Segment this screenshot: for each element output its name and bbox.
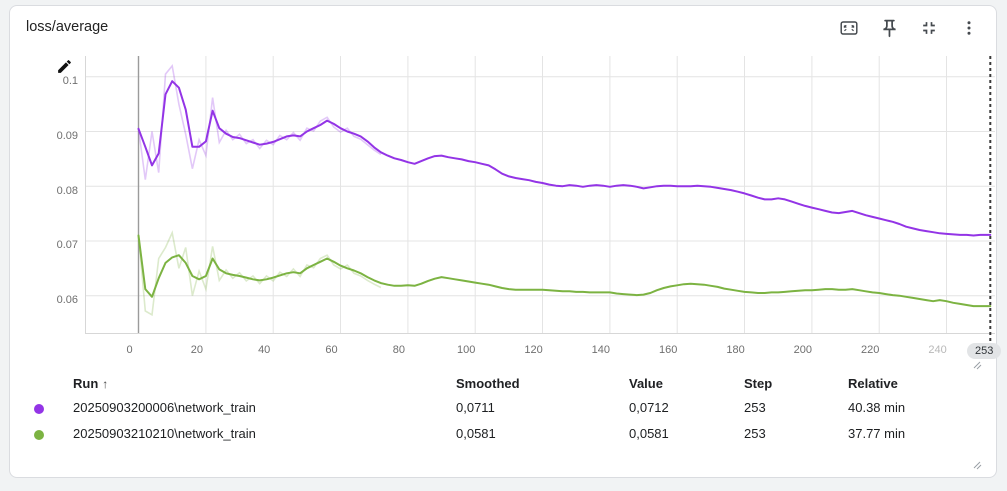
loss-average-line-chart[interactable]	[85, 56, 995, 342]
step-value: 253	[744, 426, 766, 441]
card-title: loss/average	[26, 19, 109, 35]
x-tick-label: 180	[726, 344, 745, 356]
table-row[interactable]: 20250903200006\network_train 0,0711 0,07…	[10, 396, 998, 422]
pencil-icon	[56, 60, 73, 78]
raw-value: 0,0581	[629, 426, 669, 441]
x-tick-label: 120	[524, 344, 543, 356]
x-tick-label: 240	[928, 344, 947, 356]
more-options-button[interactable]	[956, 15, 982, 41]
table-row[interactable]: 20250903210210\network_train 0,0581 0,05…	[10, 422, 998, 448]
x-tick-label: 140	[591, 344, 611, 356]
x-tick-label: 80	[392, 344, 405, 356]
table-header-row: Run ↑ Smoothed Value Step Relative	[10, 372, 998, 396]
table-resize-handle[interactable]	[970, 358, 984, 372]
scalar-card: loss/average	[9, 5, 1002, 478]
y-tick-label: 0.06	[56, 294, 78, 307]
x-tick-label: 0	[126, 344, 133, 356]
relative-column-header[interactable]: Relative	[848, 376, 898, 391]
run-color-dot	[34, 430, 44, 440]
run-color-dot	[34, 404, 44, 414]
smoothed-column-header[interactable]: Smoothed	[456, 376, 520, 391]
smoothed-value: 0,0711	[456, 400, 495, 415]
relative-time: 37.77 min	[848, 426, 906, 441]
raw-value: 0,0712	[629, 400, 669, 415]
x-tick-label: 100	[457, 344, 476, 356]
edit-axis-button[interactable]	[54, 58, 74, 78]
chart-area	[85, 56, 997, 342]
x-tick-label: 200	[793, 344, 813, 356]
card-resize-handle[interactable]	[970, 458, 984, 472]
fit-to-data-icon	[838, 17, 860, 39]
pin-button[interactable]	[876, 15, 902, 41]
run-column-header[interactable]: Run ↑	[73, 376, 109, 391]
x-tick-label: 40	[258, 344, 271, 356]
y-tick-label: 0.09	[56, 130, 78, 143]
collapse-icon	[919, 18, 939, 38]
y-tick-label: 0.1	[62, 75, 78, 88]
run-name: 20250903200006\network_train	[73, 400, 256, 415]
kebab-menu-icon	[960, 19, 978, 37]
current-step-badge: 253	[967, 343, 1002, 359]
card-toolbar	[836, 15, 982, 41]
collapse-button[interactable]	[916, 15, 942, 41]
x-tick-label: 160	[659, 344, 678, 356]
x-tick-label: 220	[861, 344, 880, 356]
smoothed-value: 0,0581	[456, 426, 496, 441]
y-tick-label: 0.07	[56, 239, 78, 252]
pin-icon	[879, 18, 900, 39]
relative-time: 40.38 min	[848, 400, 906, 415]
sort-ascending-icon: ↑	[102, 377, 109, 391]
y-tick-label: 0.08	[56, 184, 78, 197]
x-tick-label: 20	[190, 344, 203, 356]
value-column-header[interactable]: Value	[629, 376, 663, 391]
run-name: 20250903210210\network_train	[73, 426, 256, 441]
fit-to-data-button[interactable]	[836, 15, 862, 41]
step-value: 253	[744, 400, 766, 415]
run-table: Run ↑ Smoothed Value Step Relative 202509…	[10, 372, 998, 448]
step-column-header[interactable]: Step	[744, 376, 773, 391]
x-tick-label: 60	[325, 344, 338, 356]
